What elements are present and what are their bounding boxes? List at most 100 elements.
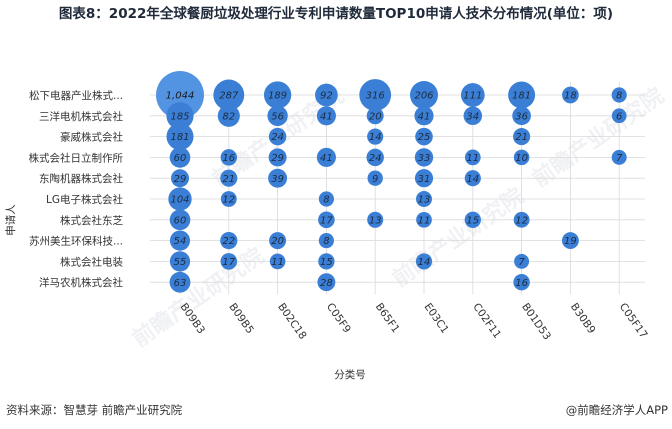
bubble-value-label: 111 xyxy=(463,91,482,102)
bubble-value-label: 18 xyxy=(564,91,577,102)
bubble xyxy=(359,79,392,111)
y-tick-label: 株式会社电装 xyxy=(60,255,123,268)
bubble xyxy=(508,81,536,109)
bubble-value-label: 287 xyxy=(219,91,239,102)
bubble xyxy=(220,231,238,250)
bubble-value-label: 12 xyxy=(515,215,528,226)
bubble xyxy=(220,191,237,207)
x-tick-label: B65F1 xyxy=(373,301,402,335)
bubble-value-label: 36 xyxy=(515,111,528,122)
bubble-value-label: 14 xyxy=(369,132,382,143)
bubble-value-label: 13 xyxy=(369,215,382,226)
bubble xyxy=(169,271,191,293)
bubble-value-label: 20 xyxy=(369,111,382,122)
bubble xyxy=(315,83,338,107)
bubble-value-label: 21 xyxy=(515,132,528,143)
y-tick-label: 苏州美生环保科技... xyxy=(29,235,123,248)
bubble xyxy=(512,106,531,126)
bubble-value-label: 6 xyxy=(616,111,622,122)
x-tick-label: E03C1 xyxy=(422,301,451,336)
bubble-value-label: 16 xyxy=(222,153,235,164)
x-tick-label: B02C18 xyxy=(275,301,308,342)
bubble xyxy=(169,230,191,251)
bubble xyxy=(463,106,483,126)
bubble xyxy=(562,86,579,104)
bubble xyxy=(318,211,335,229)
bubble-value-label: 63 xyxy=(174,278,187,289)
bubble xyxy=(166,123,194,151)
y-tick-label: 东陶机器株式会社 xyxy=(39,172,123,185)
bubble xyxy=(415,127,433,146)
bubble xyxy=(318,191,334,207)
bubble-value-label: 8 xyxy=(323,195,329,206)
bubble-value-label: 21 xyxy=(222,174,235,185)
bubble xyxy=(267,105,288,126)
y-tick-label: 松下电器产业株式... xyxy=(29,89,123,102)
brand-label: @前瞻经济学人APP xyxy=(565,403,668,417)
y-tick-label: 株式会社日立制作所 xyxy=(29,151,124,164)
bubble xyxy=(414,169,434,188)
x-tick-label: B09B3 xyxy=(178,301,208,336)
bubble-value-label: 15 xyxy=(320,257,333,268)
bubble xyxy=(414,106,434,126)
bubble xyxy=(464,149,481,166)
bubble xyxy=(318,253,335,270)
chart-title: 图表8：2022年全球餐厨垃圾处理行业专利申请数量TOP10申请人技术分布情况(… xyxy=(58,6,614,22)
bubble xyxy=(316,147,336,167)
bubble xyxy=(169,147,191,168)
bubble-value-label: 185 xyxy=(170,111,189,122)
bubble-value-label: 92 xyxy=(320,91,333,102)
bubble-value-label: 206 xyxy=(414,91,433,102)
x-axis-title: 分类号 xyxy=(334,368,366,381)
bubble xyxy=(263,81,292,109)
bubble xyxy=(217,104,240,127)
bubble-value-label: 29 xyxy=(271,153,284,164)
x-tick-label: B30B9 xyxy=(568,301,598,336)
bubble-value-label: 13 xyxy=(418,195,431,206)
bubble xyxy=(317,273,336,292)
bubble xyxy=(611,108,627,124)
bubble-value-label: 24 xyxy=(271,132,284,143)
bubble-value-label: 9 xyxy=(372,174,378,185)
bubble-value-label: 54 xyxy=(174,236,187,247)
bubble xyxy=(561,232,579,250)
bubble-value-label: 25 xyxy=(418,132,431,143)
bubble xyxy=(213,79,245,111)
bubble xyxy=(316,106,336,126)
bubble-value-label: 8 xyxy=(323,236,329,247)
bubble-value-label: 16 xyxy=(515,278,528,289)
bubble-value-label: 56 xyxy=(271,111,284,122)
bubble xyxy=(513,128,531,146)
bubble-value-label: 8 xyxy=(616,91,622,102)
x-tick-label: C05F17 xyxy=(617,301,650,341)
x-tick-label: C05F9 xyxy=(324,301,353,335)
bubble-value-label: 19 xyxy=(564,236,577,247)
bubble xyxy=(367,170,383,186)
bubble xyxy=(268,148,287,167)
bubble-value-label: 41 xyxy=(320,111,333,122)
bubble xyxy=(513,211,530,228)
bubble-value-label: 10 xyxy=(515,153,528,164)
bubble xyxy=(318,233,334,249)
y-axis-title: 申请人 xyxy=(4,204,17,236)
bubble-value-label: 39 xyxy=(271,174,284,185)
bubble-value-label: 316 xyxy=(366,91,385,102)
bubble-value-label: 7 xyxy=(518,257,525,268)
bubble-value-label: 181 xyxy=(512,91,531,102)
x-tick-label: C02F11 xyxy=(470,301,503,341)
bubble xyxy=(156,71,204,119)
bubble xyxy=(166,102,194,130)
bubble xyxy=(416,211,432,228)
bubble-value-label: 60 xyxy=(174,215,187,226)
bubble xyxy=(415,190,433,208)
bubble-value-label: 11 xyxy=(418,215,431,226)
bubble xyxy=(366,107,384,125)
bubble-value-label: 24 xyxy=(369,153,382,164)
bubble-value-label: 28 xyxy=(320,278,333,289)
y-tick-label: LG电子株式会社 xyxy=(46,193,123,206)
bubble-value-label: 22 xyxy=(222,236,235,247)
bubble xyxy=(220,149,238,166)
bubble-value-label: 82 xyxy=(222,111,235,122)
x-tick-label: B01D53 xyxy=(519,301,553,342)
bubble xyxy=(414,148,434,167)
